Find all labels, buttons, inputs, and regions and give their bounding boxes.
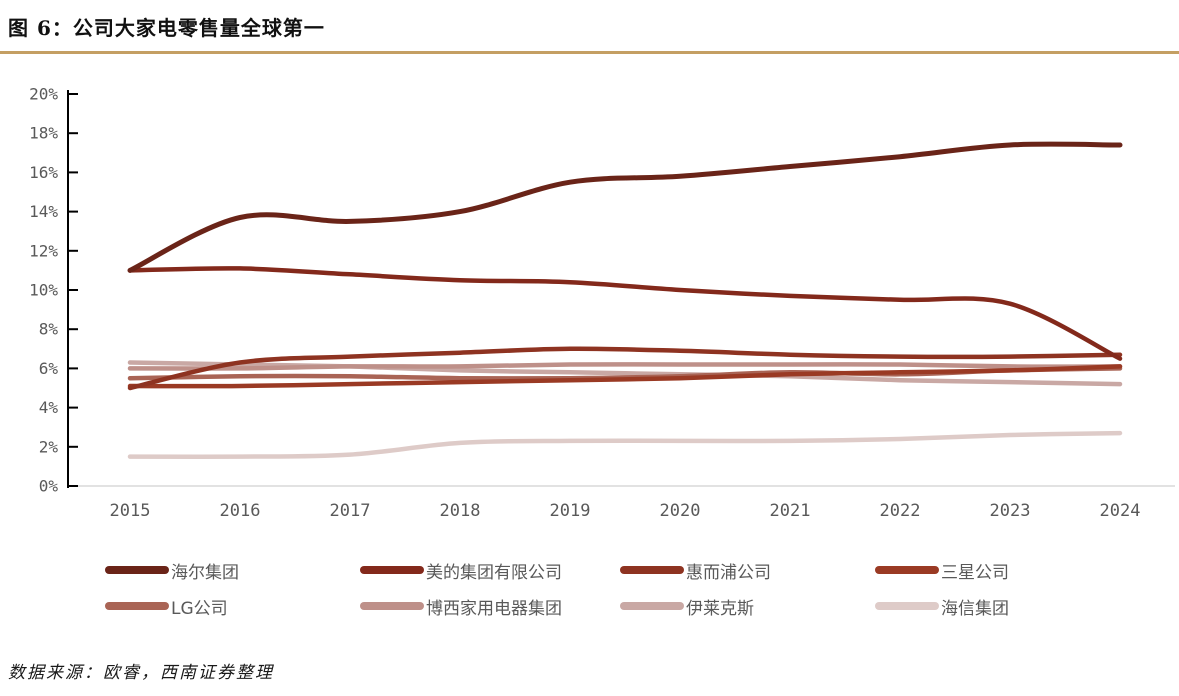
y-tick-label: 4% — [39, 398, 59, 417]
y-tick-label: 18% — [29, 124, 58, 143]
x-tick-label: 2022 — [880, 501, 921, 521]
x-tick-label: 2018 — [440, 501, 481, 521]
legend-swatch-icon — [620, 566, 684, 574]
series-line-1 — [127, 266, 1123, 361]
legend-item-0: 海尔集团 — [105, 558, 239, 583]
series-line-2 — [127, 346, 1123, 391]
y-tick-label: 10% — [29, 281, 58, 300]
y-tick-label: 20% — [29, 85, 58, 104]
series-line-3 — [127, 364, 1123, 389]
legend-item-7: 海信集团 — [875, 594, 1009, 619]
legend-item-6: 伊莱克斯 — [620, 594, 754, 619]
x-tick-label: 2017 — [330, 501, 371, 521]
legend-label: 海尔集团 — [171, 562, 239, 583]
legend-label: 美的集团有限公司 — [426, 562, 562, 583]
legend-swatch-icon — [875, 602, 939, 610]
figure-title: 图 6：公司大家电零售量全球第一 — [8, 16, 325, 40]
title-underline-rule — [0, 51, 1179, 54]
x-tick-label: 2020 — [660, 501, 701, 521]
y-tick-label: 14% — [29, 202, 58, 221]
x-tick-label: 2024 — [1100, 501, 1141, 521]
legend-swatch-icon — [620, 602, 684, 610]
legend-swatch-icon — [360, 566, 424, 574]
x-tick-label: 2016 — [220, 501, 261, 521]
source-note: 数据来源：欧睿，西南证券整理 — [8, 663, 274, 683]
legend-swatch-icon — [875, 566, 939, 574]
y-tick-label: 2% — [39, 437, 59, 456]
legend-label: 海信集团 — [941, 598, 1009, 619]
legend-swatch-icon — [105, 566, 169, 574]
y-tick-label: 8% — [39, 320, 59, 339]
series-line-5 — [127, 362, 1123, 371]
legend-label: 惠而浦公司 — [686, 562, 771, 583]
y-tick-label: 16% — [29, 163, 58, 182]
y-tick-label: 12% — [29, 241, 58, 260]
legend-label: 三星公司 — [941, 562, 1009, 583]
legend-label: 博西家用电器集团 — [426, 598, 562, 619]
legend-item-3: 三星公司 — [875, 558, 1009, 583]
legend-label: LG公司 — [171, 598, 228, 619]
y-tick-label: 0% — [39, 477, 59, 496]
legend-item-2: 惠而浦公司 — [620, 558, 771, 583]
chart-legend: 海尔集团 美的集团有限公司 惠而浦公司 三星公司 LG公司 博西家用电器集团 伊莱克斯 海信集… — [0, 552, 1179, 636]
legend-swatch-icon — [360, 602, 424, 610]
legend-label: 伊莱克斯 — [686, 598, 754, 619]
series-line-7 — [127, 430, 1123, 459]
y-tick-label: 6% — [39, 359, 59, 378]
line-chart: 0% 2% 4% 6% 8% 10% 12% 14% 16% 18% 20% 2015 2016 2017… — [29, 85, 1175, 521]
x-tick-label: 2019 — [550, 501, 591, 521]
legend-item-1: 美的集团有限公司 — [360, 558, 562, 583]
legend-swatch-icon — [105, 602, 169, 610]
legend-item-5: 博西家用电器集团 — [360, 594, 562, 619]
x-tick-label: 2023 — [990, 501, 1031, 521]
x-tick-label: 2015 — [110, 501, 151, 521]
series-line-0 — [127, 141, 1123, 273]
x-tick-label: 2021 — [770, 501, 811, 521]
legend-item-4: LG公司 — [105, 594, 228, 619]
